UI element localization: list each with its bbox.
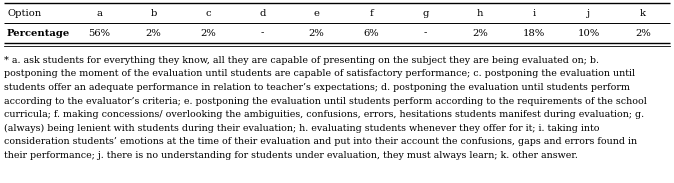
- Text: 2%: 2%: [472, 29, 487, 38]
- Text: 6%: 6%: [363, 29, 379, 38]
- Text: curricula; f. making concessions/ overlooking the ambiguities, confusions, error: curricula; f. making concessions/ overlo…: [4, 110, 644, 119]
- Text: (always) being lenient with students during their evaluation; h. evaluating stud: (always) being lenient with students dur…: [4, 124, 599, 133]
- Text: g: g: [422, 8, 429, 18]
- Text: e: e: [313, 8, 319, 18]
- Text: Percentage: Percentage: [7, 29, 70, 38]
- Text: consideration students’ emotions at the time of their evaluation and put into th: consideration students’ emotions at the …: [4, 137, 637, 146]
- Text: f: f: [369, 8, 373, 18]
- Text: i: i: [532, 8, 536, 18]
- Text: 18%: 18%: [523, 29, 545, 38]
- Text: d: d: [259, 8, 266, 18]
- Text: -: -: [261, 29, 264, 38]
- Text: -: -: [424, 29, 427, 38]
- Text: h: h: [477, 8, 483, 18]
- Text: students offer an adequate performance in relation to teacher’s expectations; d.: students offer an adequate performance i…: [4, 83, 630, 92]
- Text: 2%: 2%: [146, 29, 161, 38]
- Text: 56%: 56%: [88, 29, 110, 38]
- Text: c: c: [205, 8, 211, 18]
- Text: 10%: 10%: [578, 29, 600, 38]
- Text: * a. ask students for everything they know, all they are capable of presenting o: * a. ask students for everything they kn…: [4, 56, 599, 65]
- Text: Option: Option: [7, 8, 41, 18]
- Text: their performance; j. there is no understanding for students under evaluation, t: their performance; j. there is no unders…: [4, 150, 578, 160]
- Text: 2%: 2%: [200, 29, 216, 38]
- Text: j: j: [587, 8, 590, 18]
- Text: a: a: [96, 8, 102, 18]
- Text: k: k: [640, 8, 646, 18]
- Text: postponing the moment of the evaluation until students are capable of satisfacto: postponing the moment of the evaluation …: [4, 70, 635, 79]
- Text: 2%: 2%: [635, 29, 650, 38]
- Text: according to the evaluator’s criteria; e. postponing the evaluation until studen: according to the evaluator’s criteria; e…: [4, 96, 647, 106]
- Text: 2%: 2%: [309, 29, 324, 38]
- Text: b: b: [150, 8, 157, 18]
